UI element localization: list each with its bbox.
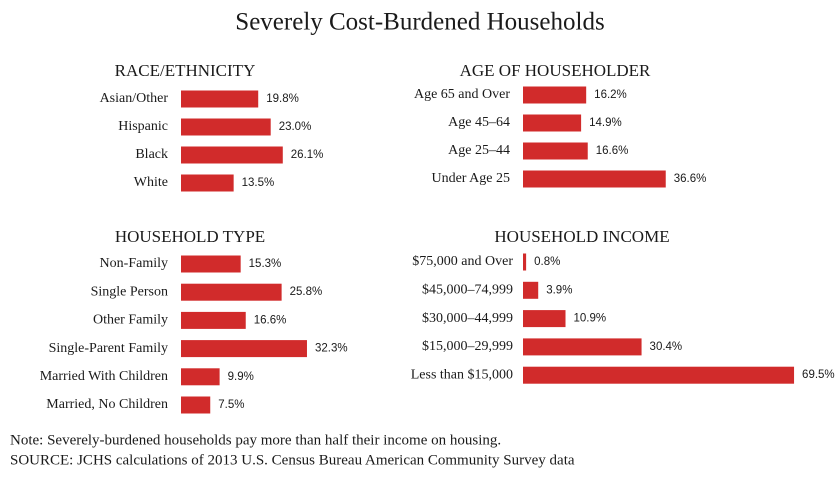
value-label: 69.5% — [802, 369, 835, 381]
bar — [523, 338, 642, 356]
category-label: Age 45–64 — [448, 115, 510, 130]
category-label: Black — [135, 147, 168, 162]
bar — [523, 281, 539, 299]
value-label: 13.5% — [242, 177, 275, 189]
value-label: 7.5% — [218, 399, 244, 411]
bar — [523, 253, 527, 271]
value-label: 36.6% — [674, 173, 707, 185]
panel-title: AGE OF HOUSEHOLDER — [460, 61, 651, 80]
bar — [523, 310, 566, 328]
value-label: 9.9% — [228, 371, 254, 383]
bar — [523, 142, 588, 160]
bar — [181, 311, 246, 329]
note: Note: Severely-burdened households pay m… — [10, 432, 501, 448]
bar — [523, 170, 666, 188]
value-label: 23.0% — [279, 121, 312, 133]
value-label: 16.6% — [254, 314, 287, 326]
bar — [523, 86, 587, 104]
value-label: 19.8% — [266, 93, 299, 105]
value-label: 16.6% — [596, 145, 629, 157]
value-label: 26.1% — [291, 149, 324, 161]
value-label: 14.9% — [589, 117, 622, 129]
category-label: $30,000–44,999 — [422, 311, 513, 326]
category-label: Non-Family — [100, 256, 168, 271]
value-label: 10.9% — [574, 313, 607, 325]
bar — [181, 90, 259, 108]
panel-title: RACE/ETHNICITY — [115, 61, 256, 80]
value-label: 30.4% — [650, 341, 683, 353]
panel-title: HOUSEHOLD TYPE — [115, 227, 265, 246]
category-label: $45,000–74,999 — [422, 283, 513, 298]
chart-title: Severely Cost-Burdened Households — [235, 9, 604, 36]
category-label: Married, No Children — [46, 397, 168, 412]
bar — [181, 118, 271, 136]
category-label: Asian/Other — [100, 91, 169, 106]
source: SOURCE: JCHS calculations of 2013 U.S. C… — [10, 452, 575, 468]
category-label: Under Age 25 — [431, 171, 510, 186]
value-label: 16.2% — [594, 89, 627, 101]
bar — [523, 366, 795, 384]
bar — [523, 114, 582, 132]
category-label: White — [134, 175, 168, 190]
category-label: Less than $15,000 — [411, 367, 513, 382]
bar — [181, 174, 234, 192]
bar — [181, 283, 282, 301]
category-label: Single-Parent Family — [49, 341, 168, 356]
value-label: 0.8% — [534, 256, 560, 268]
bar — [181, 396, 211, 414]
panel-title: HOUSEHOLD INCOME — [494, 227, 669, 246]
value-label: 25.8% — [290, 286, 323, 298]
category-label: Single Person — [91, 284, 168, 299]
category-label: Age 25–44 — [448, 143, 510, 158]
value-label: 32.3% — [315, 343, 348, 355]
bar — [181, 146, 283, 164]
bar — [181, 368, 220, 386]
category-label: Married With Children — [40, 369, 168, 384]
category-label: Age 65 and Over — [414, 87, 510, 102]
bar — [181, 340, 307, 358]
category-label: Hispanic — [118, 119, 168, 134]
category-label: $75,000 and Over — [412, 254, 513, 269]
value-label: 3.9% — [546, 284, 572, 296]
bar — [181, 255, 241, 273]
category-label: Other Family — [93, 313, 168, 328]
category-label: $15,000–29,999 — [422, 339, 513, 354]
value-label: 15.3% — [249, 258, 282, 270]
